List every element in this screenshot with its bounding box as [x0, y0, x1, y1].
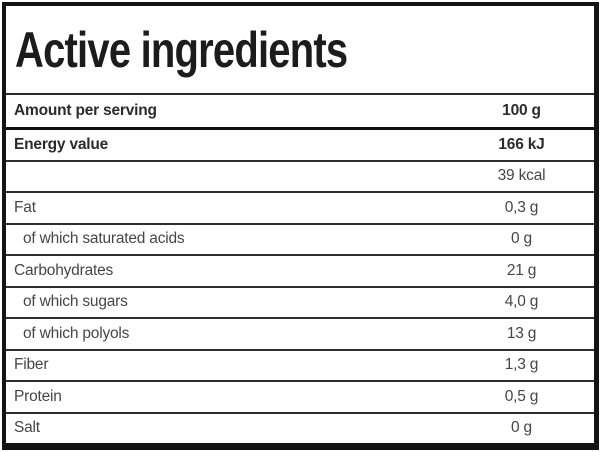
table-row: Fat 0,3 g	[6, 193, 594, 225]
table-row: Fiber 1,3 g	[6, 351, 594, 382]
table-title-row: Active ingredients	[6, 6, 594, 95]
row-label: Energy value	[14, 135, 109, 153]
nutrition-table: Active ingredients Amount per serving 10…	[2, 2, 599, 450]
row-value: 0,5 g	[504, 387, 539, 405]
header-value: 100 g	[502, 102, 541, 119]
row-label: Protein	[14, 387, 62, 405]
table-header-row: Amount per serving 100 g	[6, 95, 594, 130]
table-row: of which saturated acids 0 g	[6, 225, 594, 256]
row-label: of which polyols	[23, 324, 130, 342]
table-row: 39 kcal	[6, 162, 594, 193]
table-row: Carbohydrates 21 g	[6, 256, 594, 288]
header-label: Amount per serving	[14, 102, 157, 119]
table-row: Energy value 166 kJ	[6, 130, 594, 162]
row-value: 4,0 g	[504, 293, 539, 311]
row-value: 166 kJ	[498, 135, 545, 153]
page-title: Active ingredients	[15, 21, 348, 78]
table-row: Salt 0 g	[6, 414, 594, 444]
row-label: of which saturated acids	[23, 230, 185, 248]
row-value: 13 g	[506, 324, 537, 342]
row-value: 0 g	[511, 230, 532, 248]
row-label: Salt	[14, 419, 40, 437]
row-label: Carbohydrates	[14, 261, 114, 279]
row-value: 0 g	[511, 419, 532, 437]
row-label: of which sugars	[23, 293, 128, 311]
table-row: of which sugars 4,0 g	[6, 288, 594, 319]
table-row: Protein 0,5 g	[6, 382, 594, 414]
row-value: 21 g	[506, 261, 537, 279]
row-value: 1,3 g	[504, 356, 539, 374]
row-label: Fat	[14, 198, 36, 216]
row-value: 0,3 g	[504, 198, 539, 216]
row-label: Fiber	[14, 356, 49, 374]
row-value: 39 kcal	[497, 167, 546, 185]
table-row: of which polyols 13 g	[6, 319, 594, 351]
